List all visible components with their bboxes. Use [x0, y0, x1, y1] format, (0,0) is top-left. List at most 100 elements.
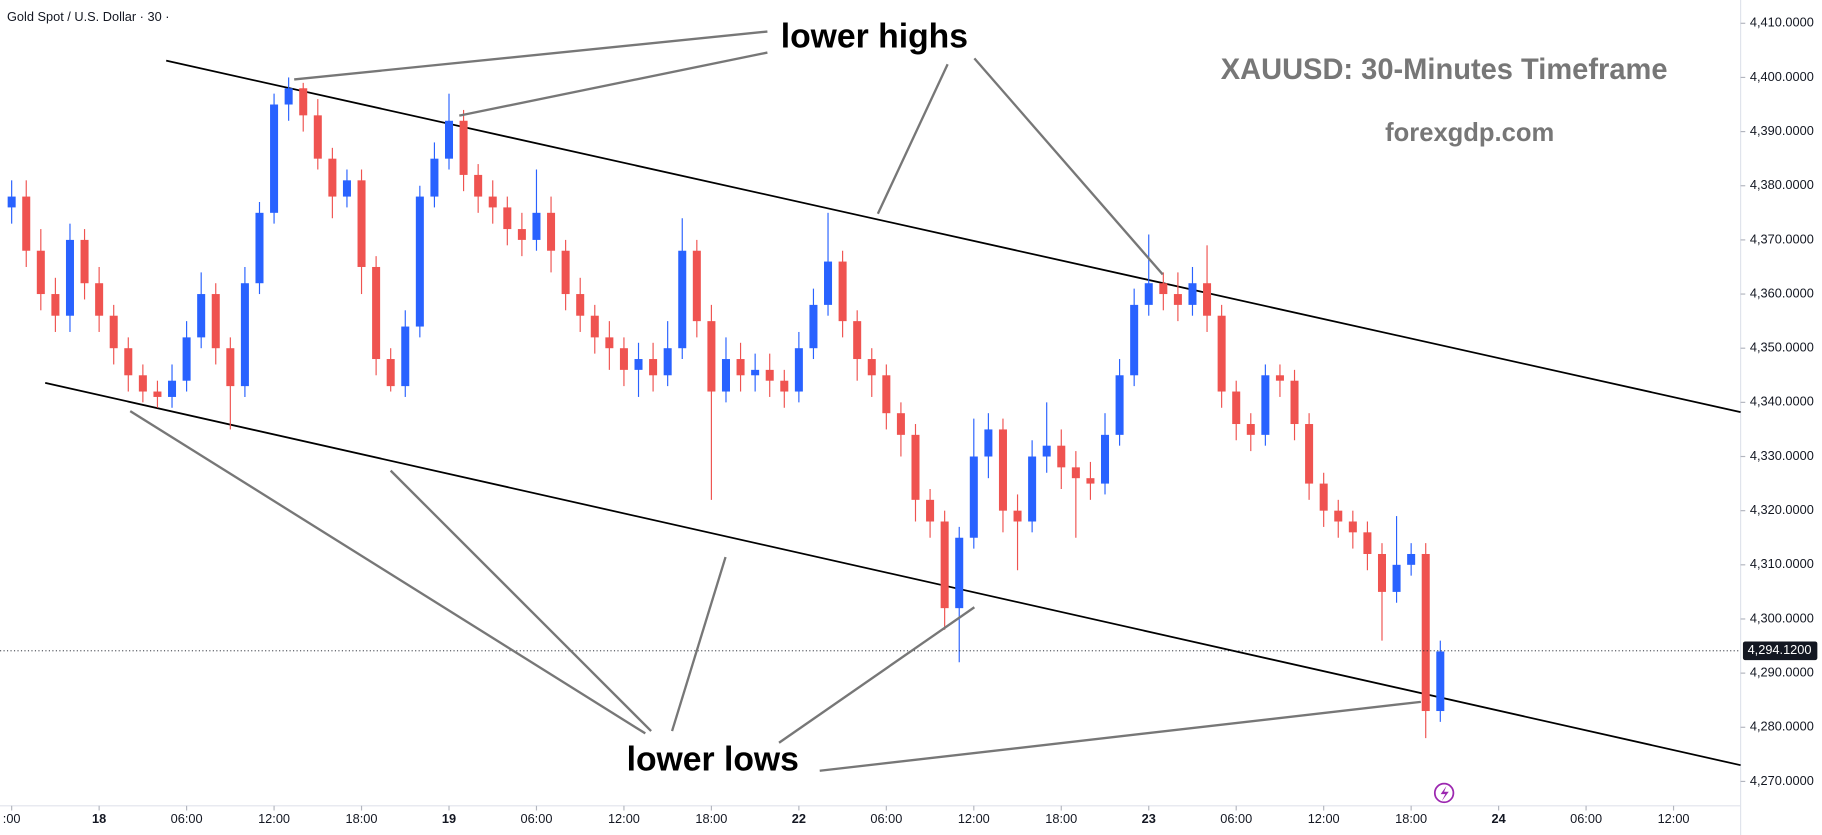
candle-body	[255, 212, 264, 284]
y-tick-label: 4,320.0000	[1750, 502, 1814, 517]
candle-body	[1115, 375, 1124, 435]
candle-body	[940, 521, 949, 609]
candle-body	[1144, 283, 1153, 305]
candle-body	[1130, 304, 1139, 376]
candle-body	[1363, 532, 1372, 554]
candle-body	[299, 88, 308, 116]
candle-body	[430, 158, 439, 197]
candle-body	[284, 88, 293, 105]
annotation-arrows	[129, 30, 1421, 772]
candle-body	[211, 294, 220, 349]
candle-body	[342, 180, 351, 197]
candle-body	[576, 294, 585, 316]
candle-body	[838, 261, 847, 322]
y-tick-label: 4,350.0000	[1750, 340, 1814, 355]
candle-body	[1042, 445, 1051, 457]
candle-body	[634, 359, 643, 370]
candle-body	[1436, 651, 1445, 712]
candle-body	[911, 434, 920, 500]
candle-body	[459, 120, 468, 175]
candle-body	[474, 174, 483, 197]
candle-body	[809, 304, 818, 349]
candle-body	[1421, 553, 1430, 712]
candle-body	[328, 158, 337, 197]
candle-body	[1392, 564, 1401, 592]
candle-body	[109, 315, 118, 349]
candle-body	[65, 239, 74, 316]
x-tick-label: 12:00	[958, 811, 990, 826]
plot: 4,270.0000 4,280.0000 4,290.0000 4,300.0000…	[0, 15, 1818, 826]
candle-body	[692, 250, 701, 322]
chart-subtitle: forexgdp.com	[1385, 119, 1554, 147]
candle-body	[998, 429, 1007, 511]
y-tick-label: 4,380.0000	[1750, 177, 1814, 192]
x-tick-label: 12:00	[1308, 811, 1340, 826]
x-tick-label: 18	[92, 811, 106, 826]
candle-body	[1173, 294, 1182, 305]
candle-body	[853, 321, 862, 360]
candle-body	[1071, 467, 1080, 479]
x-tick-label: 06:00	[171, 811, 203, 826]
x-tick-label: 12:00	[1658, 811, 1690, 826]
candle-body	[240, 283, 249, 387]
candle-body	[882, 375, 891, 414]
candle-body	[182, 337, 191, 381]
candle-body	[444, 120, 454, 159]
candle-body	[488, 196, 497, 208]
candle-body	[197, 294, 206, 338]
arrow	[129, 410, 646, 735]
candle-body	[721, 359, 730, 392]
candle-body	[313, 115, 322, 159]
x-tick-label: 06:00	[1220, 811, 1252, 826]
candle-body	[736, 359, 745, 376]
candle-body	[1261, 375, 1270, 435]
candle-body	[153, 391, 162, 397]
lightning-icon[interactable]	[1433, 782, 1455, 804]
candle-body	[561, 250, 570, 295]
candle-body	[1407, 553, 1416, 565]
arrow	[389, 469, 652, 732]
candle-body	[168, 380, 177, 397]
candle-body	[605, 337, 614, 349]
candle-body	[95, 283, 104, 316]
candle-body	[1203, 283, 1212, 316]
candle-body	[36, 250, 45, 295]
x-tick-label: 06:00	[520, 811, 552, 826]
candle-body	[1159, 283, 1168, 295]
candle-body	[1013, 510, 1022, 522]
candle-body	[517, 229, 526, 240]
candle-body	[984, 429, 993, 457]
candle-body	[1188, 283, 1197, 305]
x-tick-label: 06:00	[870, 811, 902, 826]
y-tick-label: 4,410.0000	[1750, 15, 1814, 30]
candle-body	[1275, 375, 1284, 381]
y-tick-label: 4,340.0000	[1750, 394, 1814, 409]
x-tick-label: 19	[442, 811, 456, 826]
candle-body	[1348, 521, 1357, 533]
y-tick-label: 4,300.0000	[1750, 610, 1814, 625]
candle-body	[1057, 445, 1066, 468]
arrow	[670, 556, 727, 732]
candle-body	[926, 499, 935, 522]
candle-body	[51, 294, 60, 316]
candle-body	[765, 369, 774, 381]
candle-body	[678, 250, 687, 349]
candle-body	[547, 212, 556, 251]
arrow	[459, 51, 768, 117]
x-tick-label: 12:00	[258, 811, 290, 826]
candle-body	[649, 359, 658, 376]
candle-body	[751, 369, 760, 376]
candle-body	[707, 321, 716, 392]
trendline	[45, 382, 1741, 767]
icon-ring	[1433, 782, 1455, 804]
candle-body	[124, 348, 133, 376]
candle-body	[22, 196, 31, 251]
y-tick-label: 4,280.0000	[1750, 719, 1814, 734]
last-price-box	[1742, 641, 1818, 661]
candle-body	[1028, 456, 1037, 522]
annotation: lower lows	[627, 740, 799, 778]
x-tick-label: 23	[1142, 811, 1156, 826]
x-tick-label: 24	[1492, 811, 1507, 826]
candle-body	[401, 326, 410, 387]
